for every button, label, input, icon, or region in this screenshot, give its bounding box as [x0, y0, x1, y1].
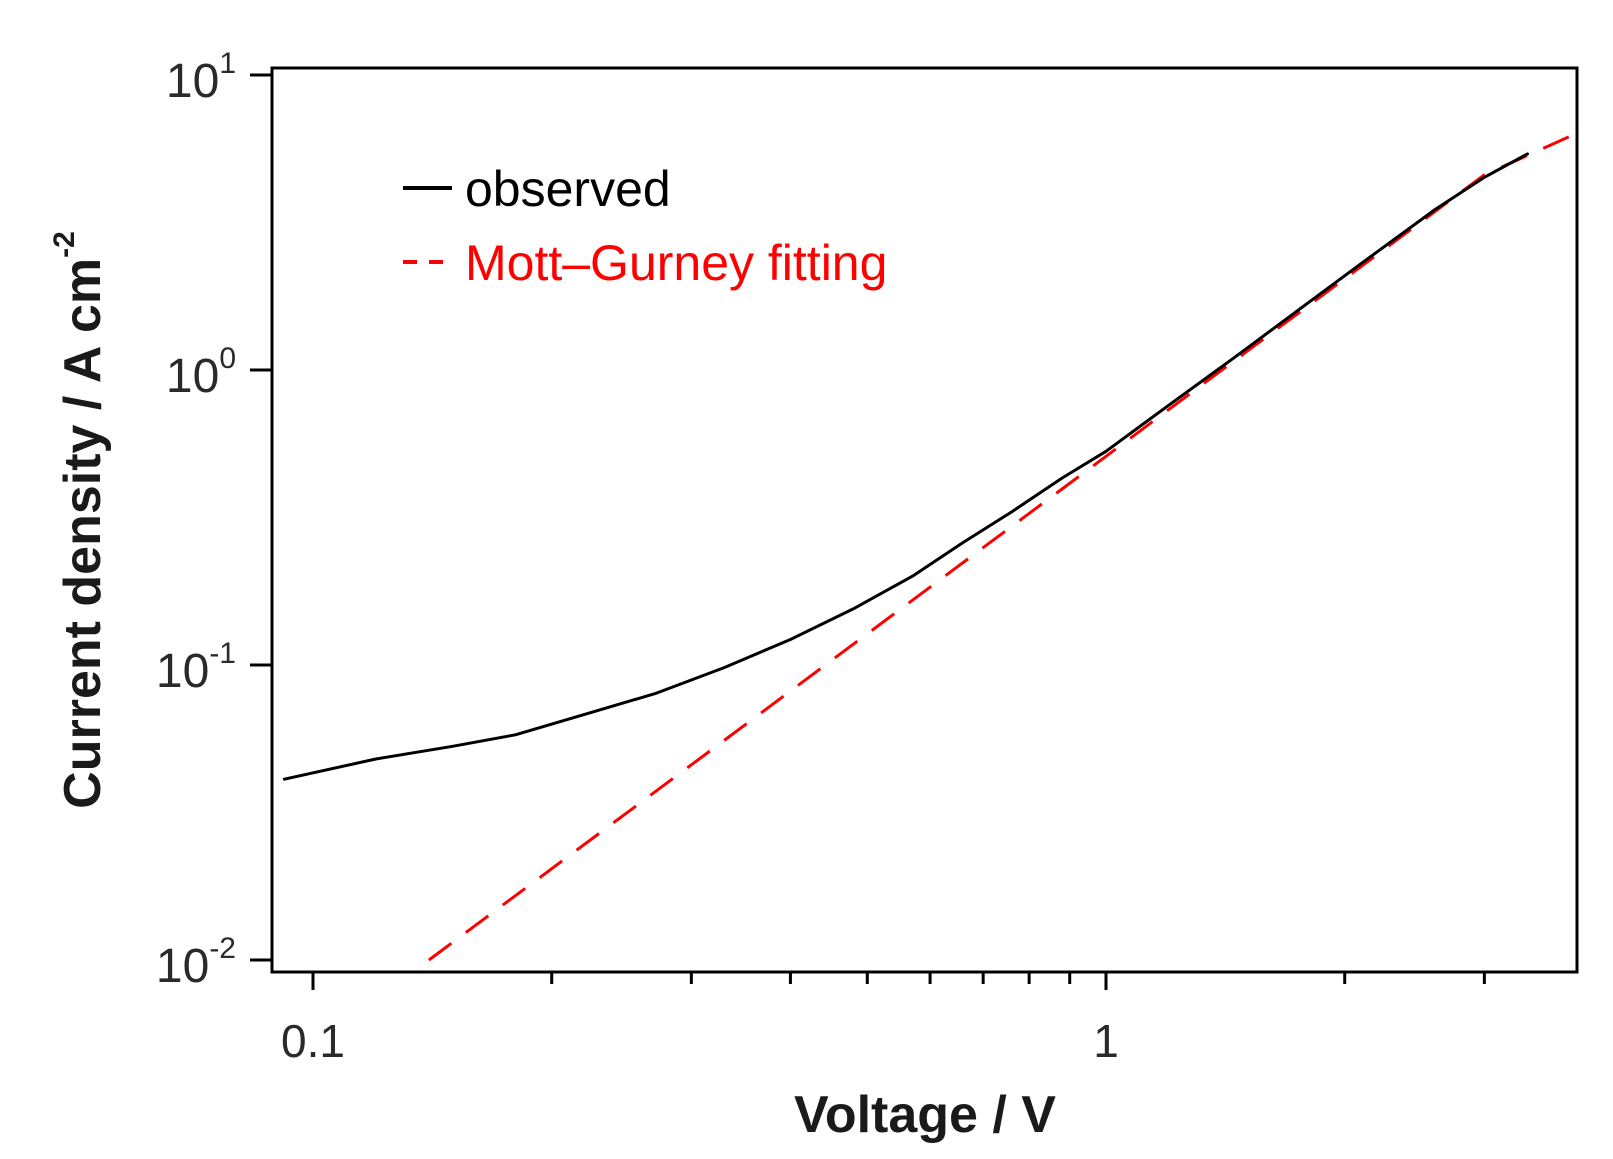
x-tick-label: 1 — [1093, 1015, 1119, 1067]
y-tick-label: 101 — [166, 47, 236, 108]
series-layer — [282, 132, 1576, 962]
x-tick-label: 0.1 — [281, 1015, 345, 1067]
y-tick-label: 100 — [166, 342, 236, 403]
x-axis-ticks: 0.1 1 — [281, 972, 1486, 1067]
y-axis-title-main: Current density / A cm — [54, 258, 112, 809]
series-line-mott-gurney-fitting — [428, 132, 1576, 962]
y-axis-title: Current density / A cm-2 — [48, 231, 112, 809]
legend-label-observed: observed — [465, 161, 671, 217]
x-axis-title: Voltage / V — [794, 1086, 1056, 1144]
svg-text:Current density / A cm-2: Current density / A cm-2 — [48, 231, 112, 809]
series-line-observed — [282, 152, 1529, 781]
legend-label-fitting: Mott–Gurney fitting — [465, 235, 887, 291]
y-axis-title-exponent: -2 — [48, 231, 81, 258]
y-tick-label: 10-1 — [156, 637, 236, 698]
y-axis-ticks: 101 100 10-1 10-2 — [156, 47, 272, 993]
legend: observed Mott–Gurney fitting — [403, 161, 887, 291]
y-tick-label: 10-2 — [156, 932, 236, 993]
